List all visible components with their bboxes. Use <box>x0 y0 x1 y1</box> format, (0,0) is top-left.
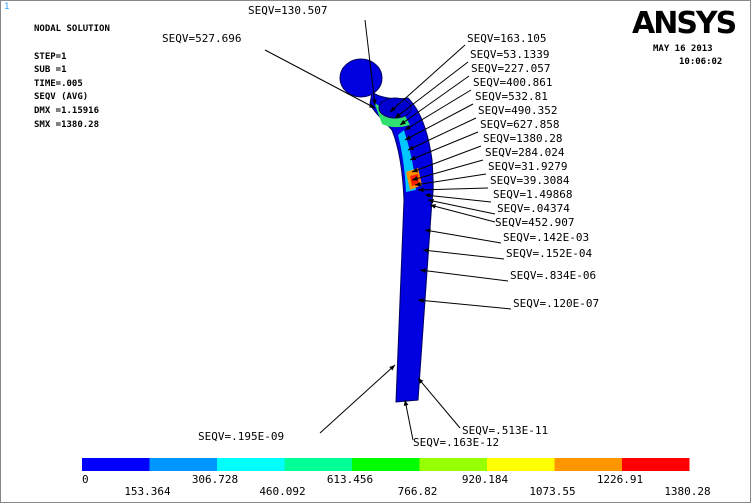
legend-label: 1226.91 <box>597 473 643 486</box>
legend-band <box>285 458 353 471</box>
legend-label: 1073.55 <box>529 485 575 498</box>
legend-label: 306.728 <box>192 473 238 486</box>
legend-label: 460.092 <box>259 485 305 498</box>
legend-label: 153.364 <box>124 485 171 498</box>
legend-band <box>420 458 488 471</box>
annotation-label: SEQV=.04374 <box>497 202 570 215</box>
annotation-label: SEQV=1.49868 <box>493 188 572 201</box>
date: MAY 16 2013 <box>653 44 713 54</box>
annotation-label: SEQV=39.3084 <box>490 174 570 187</box>
info-line: STEP=1 <box>34 52 67 62</box>
time: 10:06:02 <box>679 57 722 67</box>
info-line: SMX =1380.28 <box>34 120 99 130</box>
info-line: DMX =1.15916 <box>34 106 99 116</box>
logo: ANSYS <box>632 6 736 41</box>
annotation-label: SEQV=527.696 <box>162 32 241 45</box>
legend-band <box>82 458 150 471</box>
legend-label: 613.456 <box>327 473 373 486</box>
legend-label: 0 <box>82 473 89 486</box>
annotation-label: SEQV=.195E-09 <box>198 430 284 443</box>
annotation-label: SEQV=532.81 <box>475 90 548 103</box>
annotation-label: SEQV=.163E-12 <box>413 436 499 449</box>
annotation-label: SEQV=130.507 <box>248 4 327 17</box>
info-line: TIME=.005 <box>34 79 83 89</box>
annotation-label: SEQV=400.861 <box>473 76 552 89</box>
ansys-viewport: 1 SEQV=130.507 SEQV=527.696 SEQV=163.105 SE… <box>0 0 751 503</box>
info-line: NODAL SOLUTION <box>34 24 110 34</box>
annotation-label: SEQV=.142E-03 <box>503 231 589 244</box>
annotation-label: SEQV=.834E-06 <box>510 269 596 282</box>
annotation-label: SEQV=1380.28 <box>483 132 562 145</box>
legend-label: 766.82 <box>398 485 438 498</box>
legend-band <box>150 458 218 471</box>
annotation-label: SEQV=.120E-07 <box>513 297 599 310</box>
annotation-label: SEQV=284.024 <box>485 146 565 159</box>
annotation-label: SEQV=31.9279 <box>488 160 567 173</box>
legend-band <box>352 458 420 471</box>
annotation-label: SEQV=452.907 <box>495 216 574 229</box>
legend-band <box>622 458 690 471</box>
legend-label: 920.184 <box>462 473 509 486</box>
annotation-label: SEQV=163.105 <box>467 32 546 45</box>
info-line: SEQV (AVG) <box>34 92 88 102</box>
annotation-label: SEQV=53.1339 <box>470 48 549 61</box>
annotation-label: SEQV=627.858 <box>480 118 559 131</box>
legend-band <box>555 458 623 471</box>
annotation-label: SEQV=227.057 <box>471 62 550 75</box>
annotation-label: SEQV=.152E-04 <box>506 247 592 260</box>
legend-band <box>217 458 285 471</box>
info-line: SUB =1 <box>34 65 67 75</box>
legend-label: 1380.28 <box>664 485 710 498</box>
femoral-head <box>340 59 382 97</box>
window-number: 1 <box>4 2 9 12</box>
legend-band <box>487 458 555 471</box>
annotation-label: SEQV=490.352 <box>478 104 557 117</box>
